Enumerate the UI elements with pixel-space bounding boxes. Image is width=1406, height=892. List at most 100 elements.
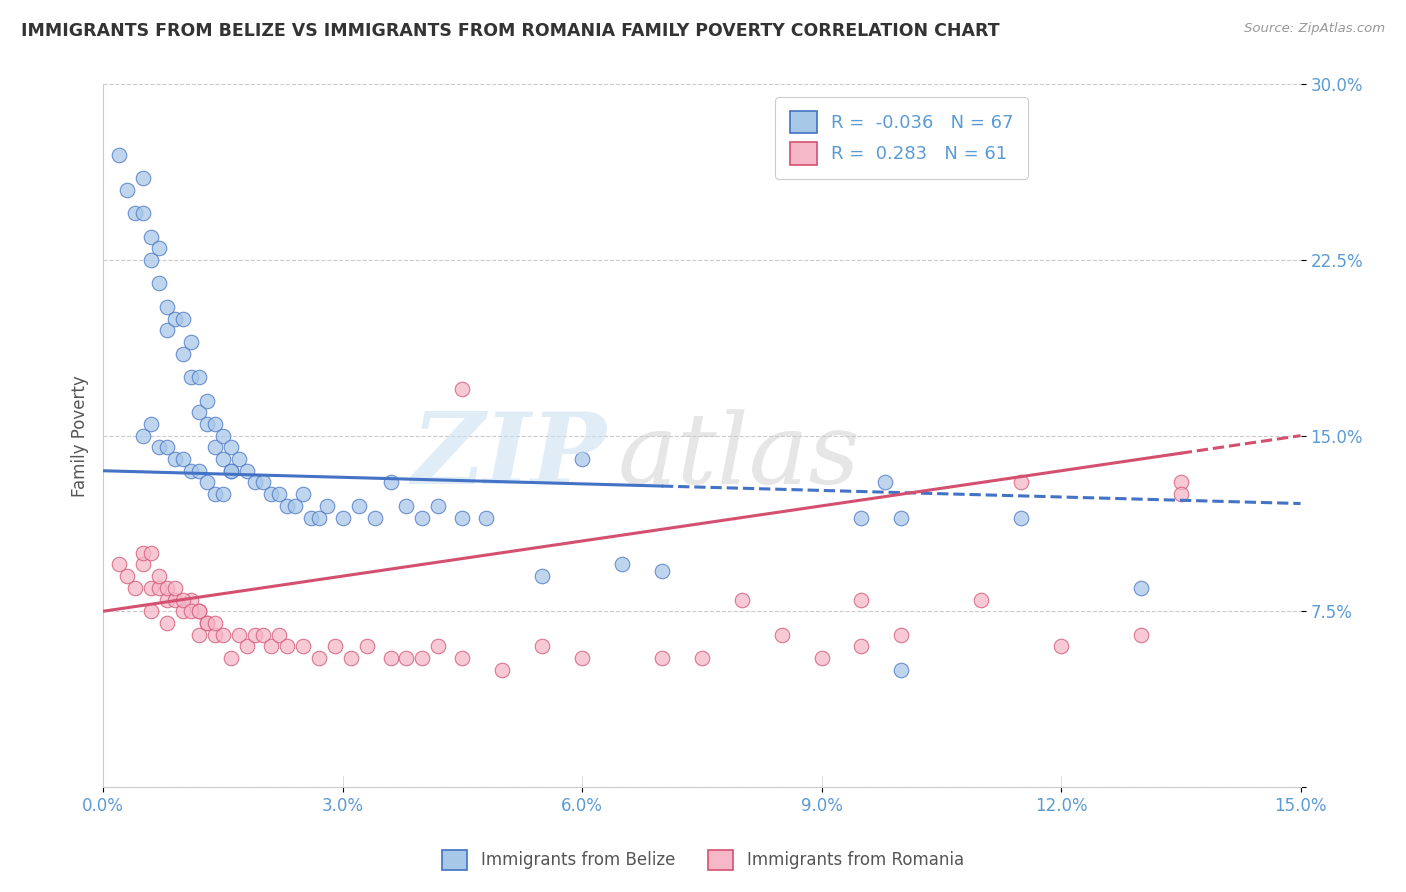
Point <box>187 405 209 419</box>
Point <box>299 510 322 524</box>
Point <box>212 627 235 641</box>
Point <box>252 627 274 641</box>
Point <box>156 615 179 630</box>
Point <box>156 323 179 337</box>
Point <box>427 640 450 654</box>
Point <box>651 565 673 579</box>
Point <box>204 615 226 630</box>
Point <box>1010 510 1032 524</box>
Point <box>148 569 170 583</box>
Point <box>124 581 146 595</box>
Point <box>219 651 242 665</box>
Point <box>243 627 266 641</box>
Point <box>204 441 226 455</box>
Point <box>395 499 418 513</box>
Point <box>156 581 179 595</box>
Point <box>195 615 218 630</box>
Point <box>148 581 170 595</box>
Point <box>380 651 402 665</box>
Text: atlas: atlas <box>619 409 860 504</box>
Point <box>148 441 170 455</box>
Point <box>356 640 378 654</box>
Text: IMMIGRANTS FROM BELIZE VS IMMIGRANTS FROM ROMANIA FAMILY POVERTY CORRELATION CHA: IMMIGRANTS FROM BELIZE VS IMMIGRANTS FRO… <box>21 22 1000 40</box>
Point <box>276 499 298 513</box>
Point <box>491 663 513 677</box>
Point <box>308 651 330 665</box>
Point <box>132 546 155 560</box>
Point <box>204 487 226 501</box>
Point <box>228 452 250 467</box>
Point <box>291 640 314 654</box>
Point <box>411 510 433 524</box>
Point <box>139 417 162 431</box>
Text: ZIP: ZIP <box>411 409 606 505</box>
Point <box>252 475 274 490</box>
Point <box>731 592 754 607</box>
Point <box>890 627 912 641</box>
Point <box>148 277 170 291</box>
Point <box>970 592 993 607</box>
Point <box>195 475 218 490</box>
Point <box>187 604 209 618</box>
Point <box>1170 475 1192 490</box>
Point <box>180 464 202 478</box>
Point <box>228 627 250 641</box>
Point <box>347 499 370 513</box>
Point <box>108 558 131 572</box>
Point <box>810 160 832 174</box>
Point <box>139 229 162 244</box>
Point <box>531 640 554 654</box>
Point <box>139 546 162 560</box>
Point <box>172 592 194 607</box>
Point <box>132 428 155 442</box>
Point <box>308 510 330 524</box>
Point <box>651 651 673 665</box>
Point <box>339 651 361 665</box>
Point <box>163 311 186 326</box>
Point <box>132 171 155 186</box>
Point <box>124 206 146 220</box>
Point <box>395 651 418 665</box>
Point <box>132 206 155 220</box>
Point <box>851 640 873 654</box>
Point <box>156 300 179 314</box>
Point <box>890 663 912 677</box>
Point <box>875 475 897 490</box>
Point <box>451 382 474 396</box>
Point <box>139 581 162 595</box>
Point <box>571 452 593 467</box>
Point <box>172 604 194 618</box>
Point <box>219 441 242 455</box>
Point <box>204 627 226 641</box>
Point <box>1010 475 1032 490</box>
Point <box>267 627 290 641</box>
Point <box>148 241 170 255</box>
Point <box>212 487 235 501</box>
Point <box>1170 487 1192 501</box>
Point <box>236 464 259 478</box>
Point <box>132 558 155 572</box>
Point <box>212 452 235 467</box>
Point <box>363 510 385 524</box>
Point <box>172 311 194 326</box>
Point <box>315 499 337 513</box>
Y-axis label: Family Poverty: Family Poverty <box>72 375 89 497</box>
Point <box>332 510 354 524</box>
Point <box>187 370 209 384</box>
Point <box>427 499 450 513</box>
Point <box>1050 640 1073 654</box>
Point <box>219 464 242 478</box>
Point <box>260 487 283 501</box>
Point <box>195 417 218 431</box>
Point <box>139 604 162 618</box>
Point <box>204 417 226 431</box>
Point <box>770 627 793 641</box>
Point <box>212 428 235 442</box>
Text: Source: ZipAtlas.com: Source: ZipAtlas.com <box>1244 22 1385 36</box>
Point <box>380 475 402 490</box>
Point <box>451 651 474 665</box>
Point <box>243 475 266 490</box>
Point <box>475 510 498 524</box>
Point <box>180 592 202 607</box>
Point <box>1129 581 1152 595</box>
